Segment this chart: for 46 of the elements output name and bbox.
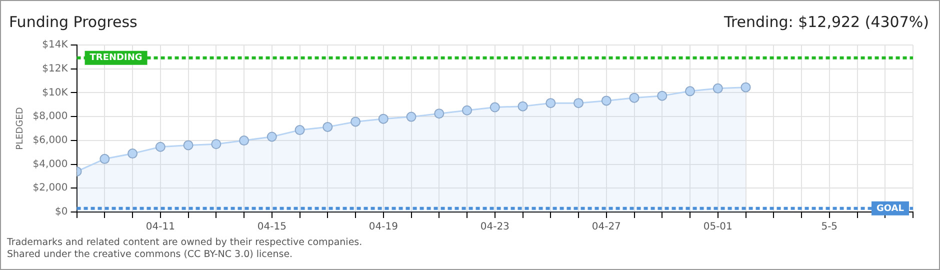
y-axis-title: PLEDGED	[16, 107, 26, 150]
y-tick-label: $4,000	[32, 158, 68, 170]
point	[294, 125, 305, 136]
point	[601, 96, 612, 106]
y-tick-label: $12K	[42, 63, 68, 74]
point	[657, 90, 668, 101]
point	[574, 98, 584, 108]
point	[211, 139, 222, 150]
point	[685, 86, 696, 96]
point	[266, 132, 277, 142]
point	[712, 83, 723, 94]
x-tick-label: 04-15	[257, 222, 286, 233]
point	[155, 142, 166, 152]
point	[350, 116, 361, 127]
text: Trademarks and related content are owned by their respective companies.	[7, 237, 362, 249]
point	[322, 122, 333, 132]
point	[490, 102, 500, 112]
ref-line-label: TRENDING	[90, 53, 142, 64]
point	[378, 114, 388, 124]
x-tick-label: 04-27	[592, 222, 621, 233]
point	[434, 108, 444, 119]
point	[546, 98, 556, 108]
chart-title: Funding Progress	[9, 13, 138, 31]
point	[128, 148, 138, 159]
y-tick-label: $14K	[42, 40, 68, 51]
point	[239, 136, 250, 146]
text: Shared under the creative commons (CC BY-NC 3.0) license.	[7, 249, 294, 261]
x-tick-label: 04-19	[368, 222, 398, 233]
x-tick-label: 05-01	[703, 222, 732, 233]
y-tick-label: $2,000	[32, 182, 68, 194]
point	[740, 82, 751, 92]
point	[462, 105, 472, 116]
ref-line-label: GOAL	[876, 204, 904, 214]
point	[629, 92, 640, 103]
y-tick-label: $8,000	[32, 111, 68, 122]
x-tick-label: 04-23	[480, 222, 510, 233]
x-tick-label: 04-11	[146, 222, 175, 233]
x-tick-label: 5-5	[821, 222, 838, 233]
chart-subtitle: Trending: $12,922 (4307%)	[724, 13, 929, 31]
y-tick-label: $10K	[42, 87, 68, 98]
point	[406, 112, 416, 122]
y-tick-label: $0	[55, 206, 68, 218]
point	[183, 140, 194, 150]
y-tick-label: $6,000	[32, 135, 68, 146]
point	[518, 101, 528, 112]
point	[100, 154, 110, 164]
